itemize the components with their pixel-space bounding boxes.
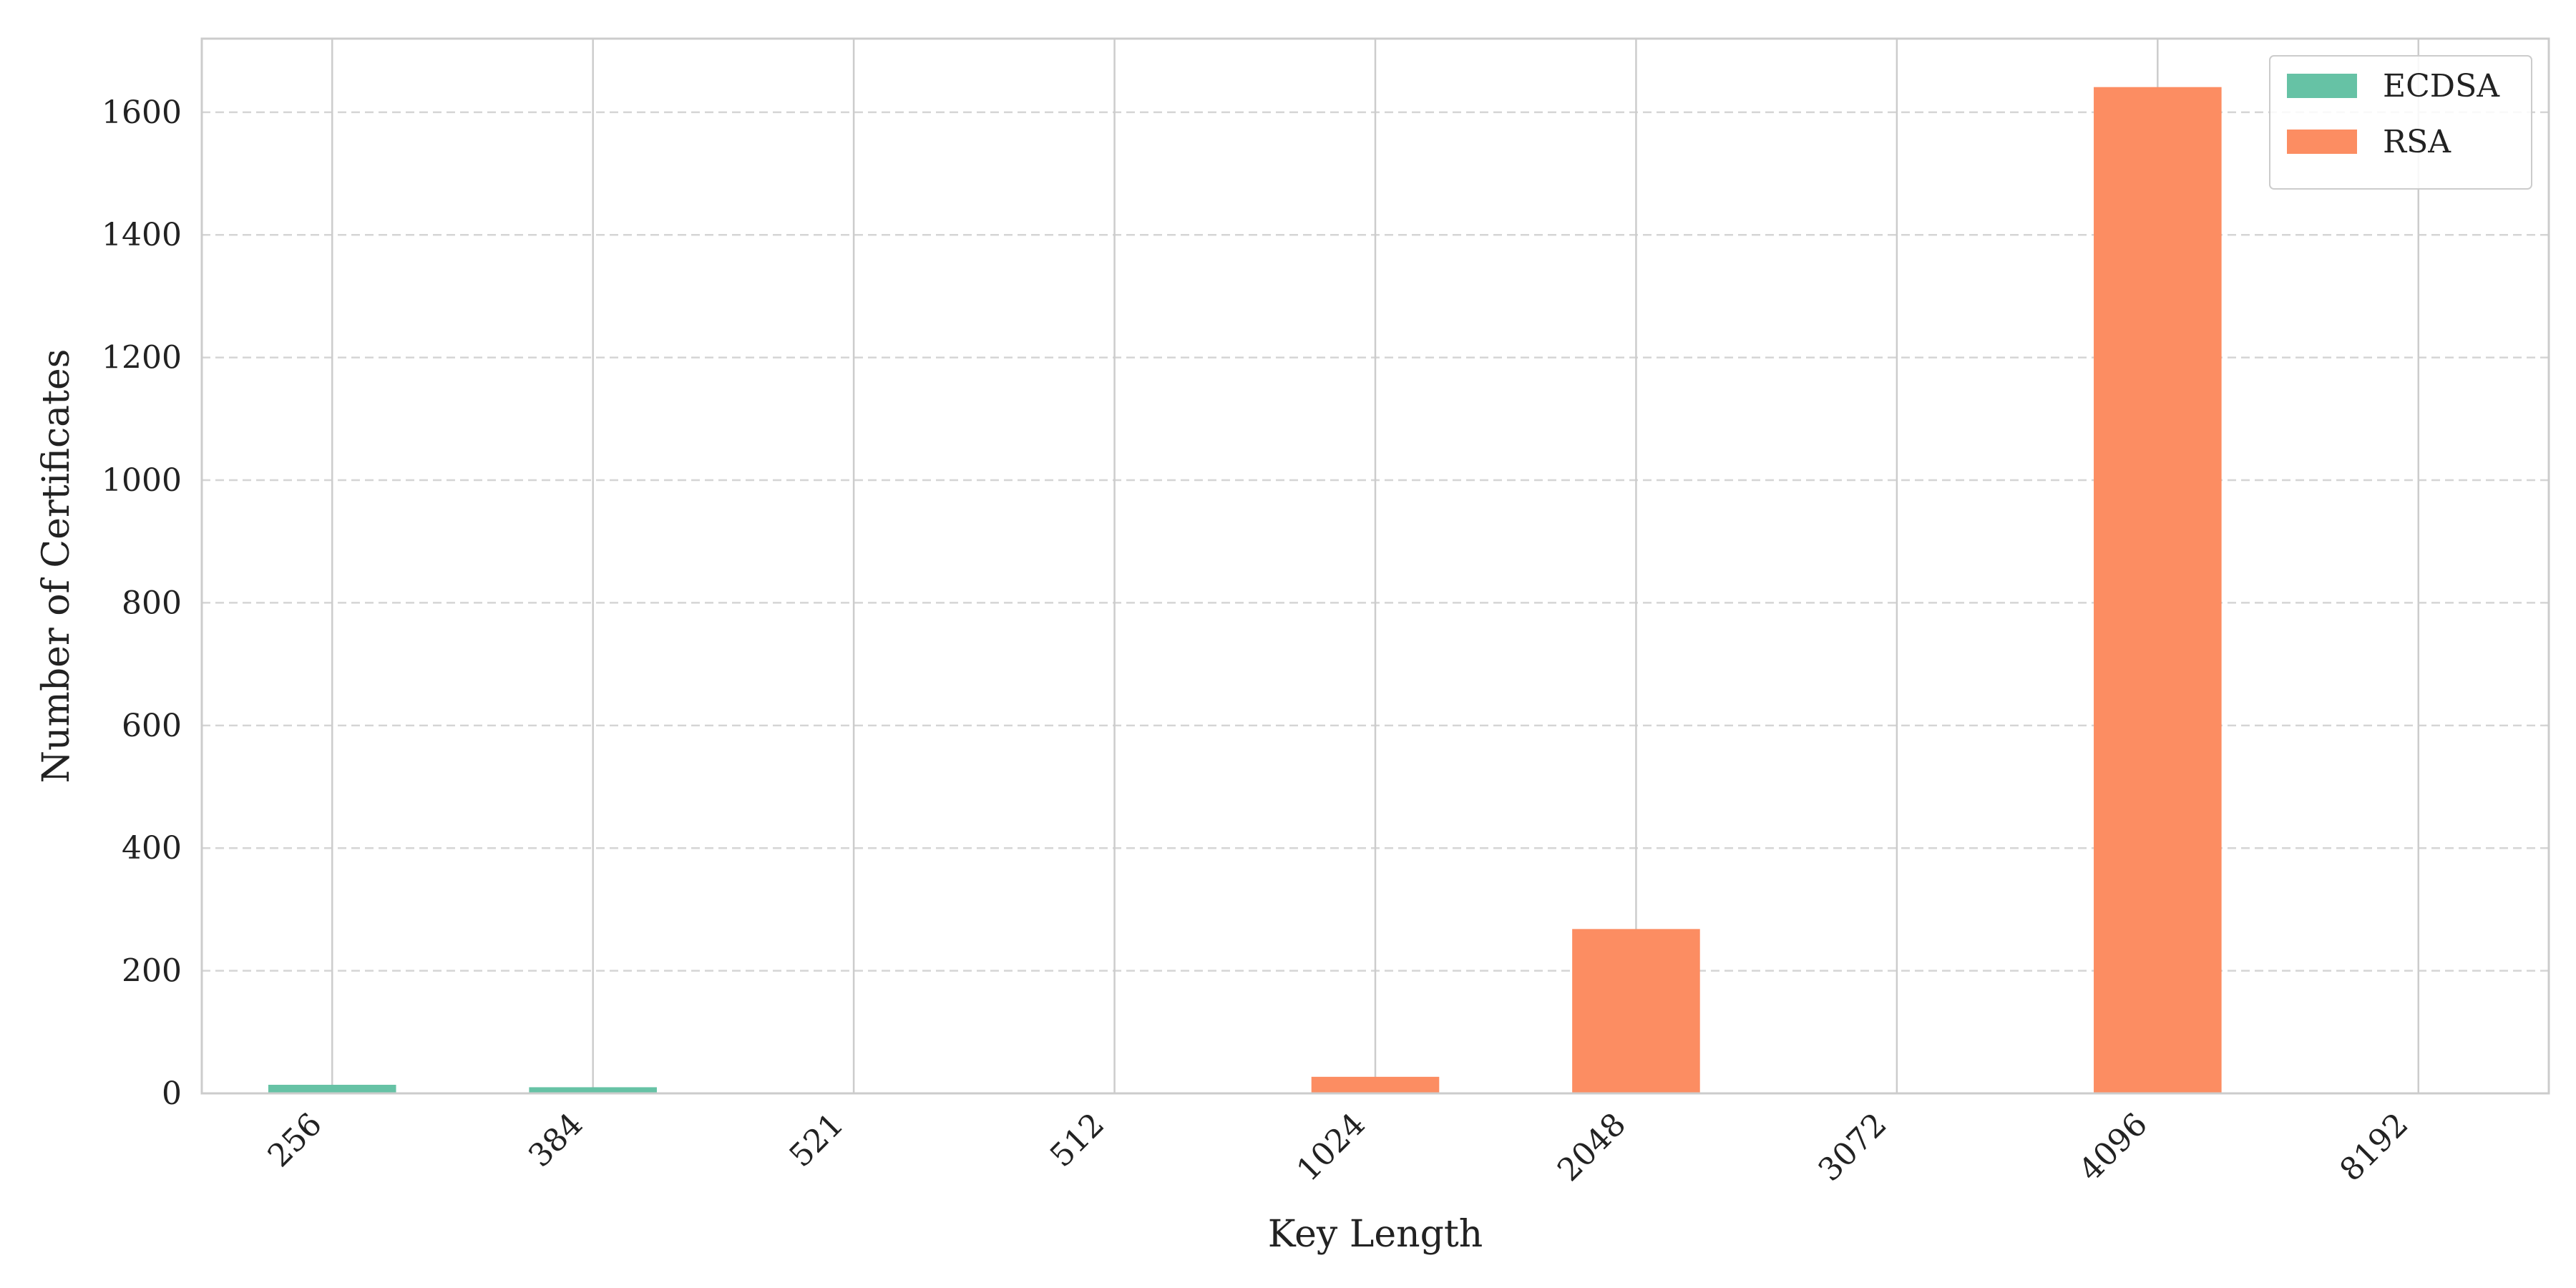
y-axis-title: Number of Certificates bbox=[35, 349, 78, 784]
x-tick-label: 512 bbox=[1043, 1106, 1111, 1174]
y-tick-label: 0 bbox=[162, 1075, 182, 1112]
bar-rsa-2048 bbox=[1572, 929, 1700, 1093]
x-axis-title: Key Length bbox=[1268, 1213, 1483, 1256]
x-tick-label: 1024 bbox=[1290, 1106, 1372, 1189]
y-tick-label: 1200 bbox=[102, 340, 182, 376]
plot-frame bbox=[200, 37, 2550, 1095]
bar-ecdsa-256 bbox=[268, 1085, 396, 1093]
x-axis-ticks: 256 384 521 512 1024 2048 3072 4096 8192 bbox=[261, 1106, 2416, 1189]
x-tick-label: 8192 bbox=[2333, 1106, 2415, 1189]
x-tick-label: 384 bbox=[522, 1106, 590, 1174]
y-tick-label: 1000 bbox=[102, 462, 182, 499]
legend-label-ecdsa: ECDSA bbox=[2383, 68, 2500, 104]
bar-ecdsa-384 bbox=[529, 1087, 657, 1093]
x-tick-label: 521 bbox=[782, 1106, 850, 1174]
y-tick-label: 200 bbox=[122, 953, 182, 990]
legend-label-rsa: RSA bbox=[2383, 124, 2451, 160]
y-tick-label: 1600 bbox=[102, 94, 182, 131]
y-tick-label: 1400 bbox=[102, 217, 182, 253]
x-tick-label: 3072 bbox=[1811, 1106, 1893, 1189]
bar-rsa-1024 bbox=[1311, 1076, 1440, 1093]
bars bbox=[268, 87, 2483, 1093]
x-tick-label: 4096 bbox=[2072, 1106, 2155, 1189]
legend: ECDSA RSA bbox=[2269, 55, 2532, 190]
y-tick-label: 800 bbox=[122, 585, 182, 621]
y-tick-label: 600 bbox=[122, 708, 182, 744]
legend-swatch-rsa bbox=[2287, 130, 2357, 154]
bar-rsa-4096 bbox=[2094, 87, 2222, 1093]
y-tick-label: 400 bbox=[122, 830, 182, 867]
x-tick-label: 2048 bbox=[1551, 1106, 1633, 1189]
x-tick-label: 256 bbox=[261, 1106, 329, 1174]
legend-swatch-ecdsa bbox=[2287, 74, 2357, 98]
y-axis-ticks: 0 200 400 600 800 1000 1200 1400 1600 bbox=[102, 94, 182, 1112]
